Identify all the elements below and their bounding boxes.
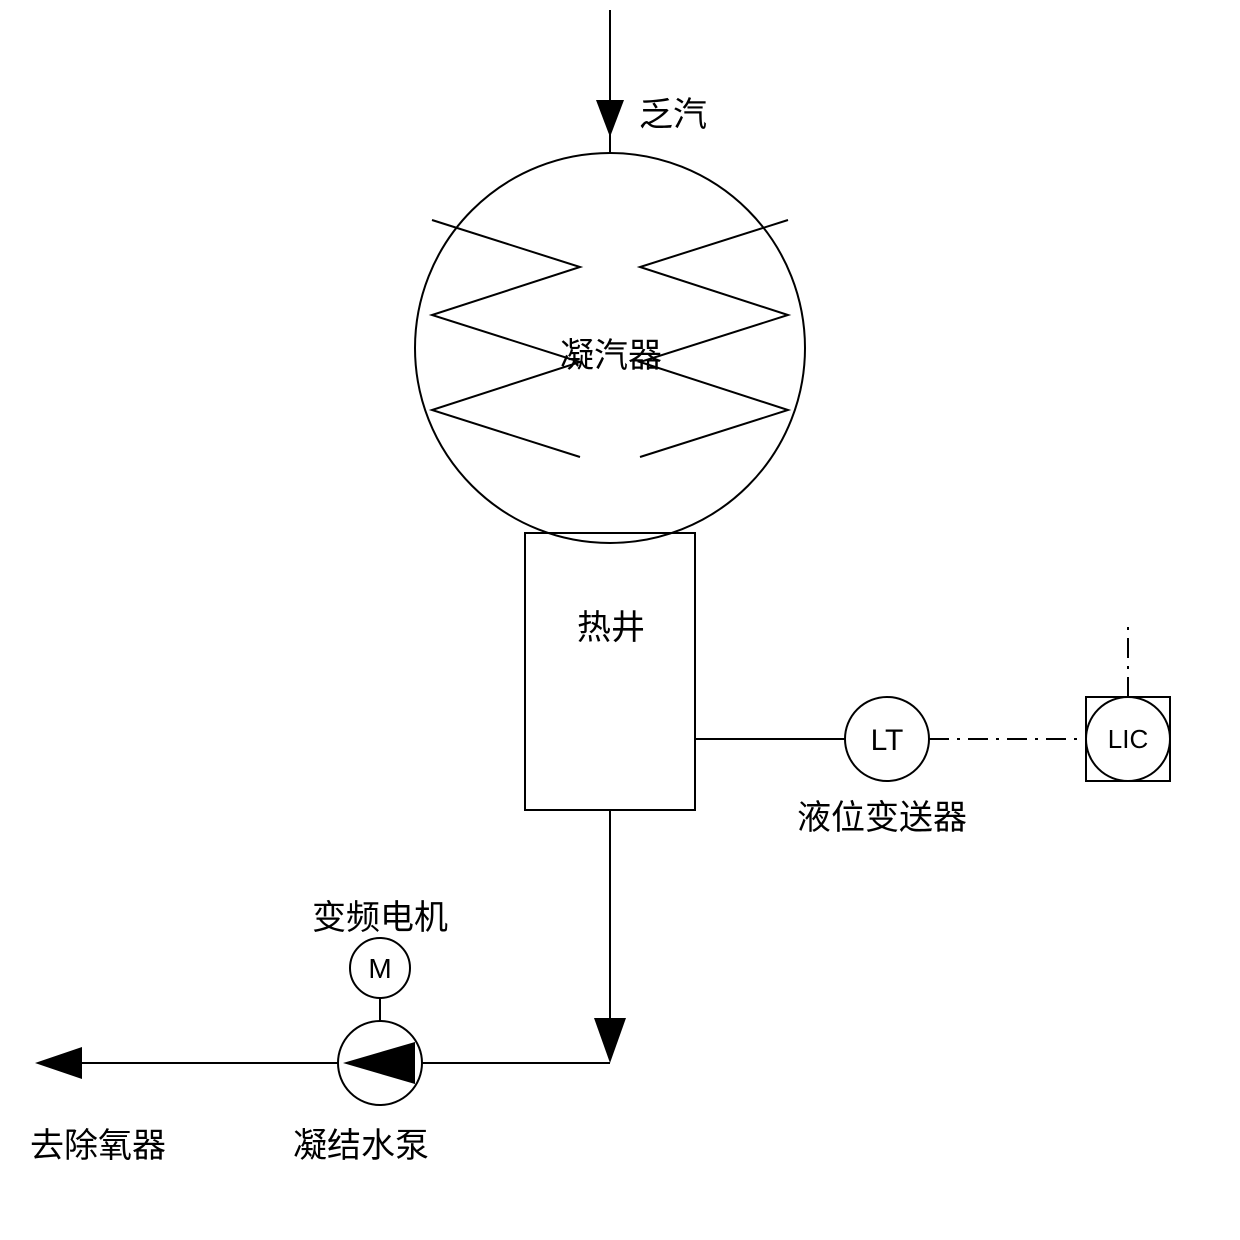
to-deaerator-label: 去除氧器 [30, 1118, 166, 1167]
condenser-label: 凝汽器 [560, 328, 662, 377]
deaerator-arrow [35, 1047, 82, 1079]
hot-well-rect [525, 533, 695, 810]
pid-diagram: M LT LIC 乏汽 凝汽器 热井 液位变送器 变频电机 凝结水泵 去除氧器 [0, 0, 1240, 1235]
lic-symbol-text: LIC [1108, 724, 1148, 754]
exhaust-steam-label: 乏汽 [639, 87, 707, 136]
pump-triangle [343, 1042, 415, 1084]
level-transmitter-label: 液位变送器 [797, 790, 967, 839]
lt-symbol-text: LT [871, 724, 904, 757]
condenser-coil-right [640, 220, 788, 457]
hot-well-label: 热井 [577, 600, 645, 649]
m-symbol-text: M [368, 953, 391, 984]
vfd-motor-label: 变频电机 [312, 890, 448, 939]
condensate-pump-label: 凝结水泵 [293, 1118, 429, 1167]
condenser-coil-left [432, 220, 580, 457]
hotwell-outlet-arrow [594, 1018, 626, 1063]
